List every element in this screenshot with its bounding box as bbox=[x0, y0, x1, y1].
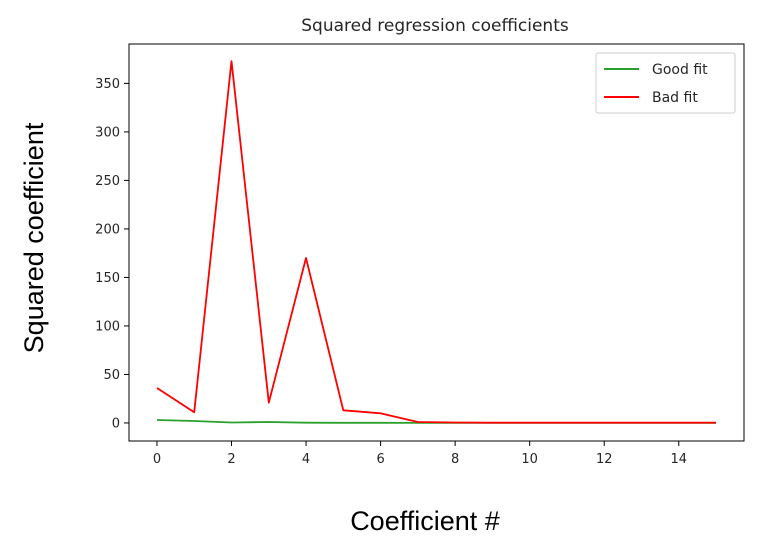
chart-title: Squared regression coefficients bbox=[301, 16, 569, 36]
y-axis-label: Squared coefficient bbox=[19, 122, 49, 353]
series-lines bbox=[156, 60, 716, 424]
x-tick-label: 14 bbox=[670, 452, 687, 467]
x-tick-label: 12 bbox=[596, 452, 613, 467]
x-tick-label: 6 bbox=[376, 452, 384, 467]
x-axis: 0 2 4 6 8 10 12 14 bbox=[153, 441, 687, 467]
y-tick-label: 250 bbox=[95, 174, 120, 189]
legend-label-bad-fit: Bad fit bbox=[652, 90, 698, 106]
y-tick-label: 50 bbox=[103, 368, 120, 383]
x-tick-label: 10 bbox=[521, 452, 538, 467]
x-axis-label: Coefficient # bbox=[350, 506, 500, 536]
legend-label-good-fit: Good fit bbox=[652, 62, 708, 78]
y-tick-label: 100 bbox=[95, 319, 120, 334]
y-axis: 0 50 100 150 200 250 300 350 bbox=[95, 77, 129, 431]
plot-area: 0 2 4 6 8 10 12 14 0 50 100 150 200 250 300 350 bbox=[95, 43, 745, 467]
x-tick-label: 8 bbox=[451, 452, 459, 467]
y-tick-label: 0 bbox=[112, 416, 120, 431]
legend: Good fit Bad fit bbox=[595, 52, 736, 114]
y-tick-label: 150 bbox=[95, 271, 120, 286]
y-tick-label: 200 bbox=[95, 222, 120, 237]
y-tick-label: 350 bbox=[95, 77, 120, 92]
plot-frame bbox=[128, 43, 745, 442]
series-line-bad-fit bbox=[156, 60, 716, 424]
x-tick-label: 2 bbox=[227, 452, 235, 467]
x-tick-label: 0 bbox=[153, 452, 161, 467]
y-tick-label: 300 bbox=[95, 125, 120, 140]
x-tick-label: 4 bbox=[302, 452, 310, 467]
